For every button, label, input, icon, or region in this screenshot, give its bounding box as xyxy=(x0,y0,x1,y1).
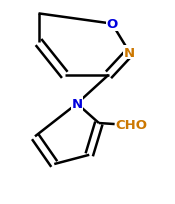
Text: N: N xyxy=(124,47,135,60)
Text: CHO: CHO xyxy=(115,118,147,131)
Text: N: N xyxy=(71,98,83,111)
Text: O: O xyxy=(106,18,118,31)
